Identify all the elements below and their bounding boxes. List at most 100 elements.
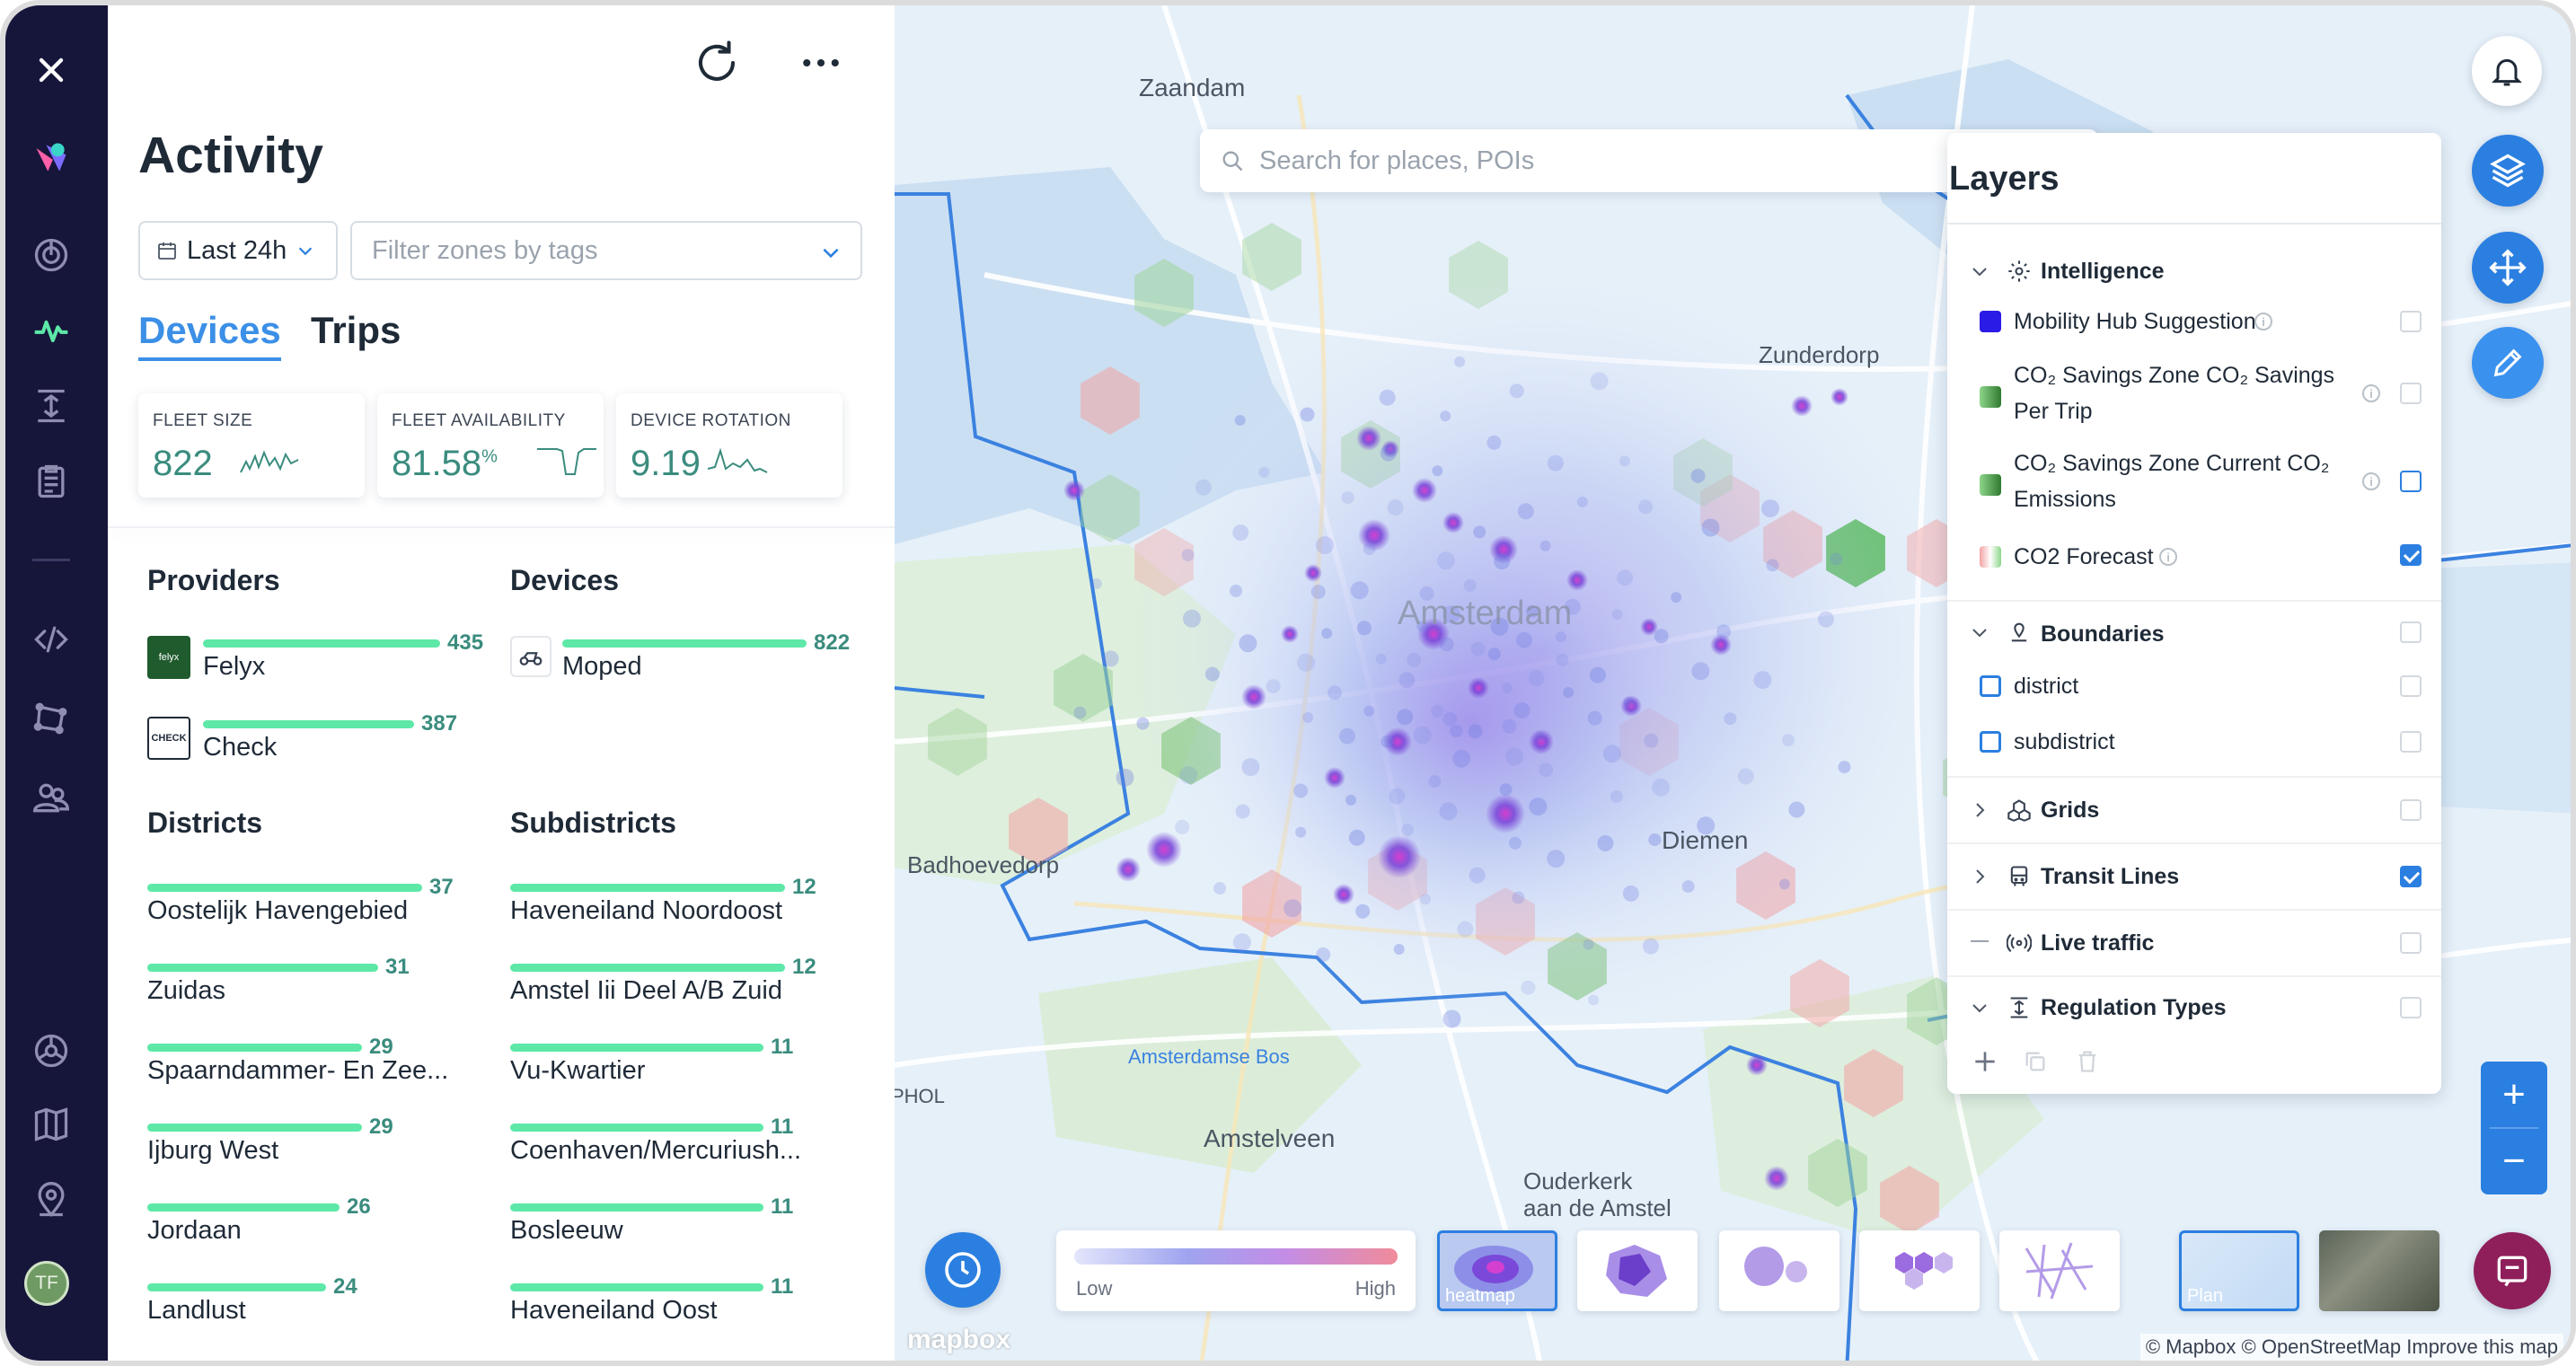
info-icon[interactable]: i [2159,548,2177,566]
forecast-hexagon[interactable] [1808,1139,1867,1207]
avatar[interactable]: TF [24,1261,69,1306]
distribute-icon[interactable] [30,384,73,427]
code-icon[interactable] [30,618,73,661]
list-item-label[interactable]: Amstel Iii Deel A/B Zuid [510,976,782,1005]
list-item-label[interactable]: Oostelijk Havengebied [147,896,409,925]
more-options-icon[interactable] [794,36,848,90]
list-item-label[interactable]: Moped [562,652,642,681]
layer-group-regulation-types[interactable]: Regulation Types [2041,995,2227,1020]
layer-checkbox[interactable] [2400,471,2422,492]
notifications-button[interactable] [2472,36,2542,106]
forecast-hexagon[interactable] [1054,654,1113,722]
map-attribution[interactable]: © Mapbox © OpenStreetMap Improve this ma… [2139,1334,2563,1361]
chat-button[interactable] [2474,1232,2551,1309]
chevron-down-icon[interactable] [1969,997,1990,1018]
layer-district[interactable]: district [2014,674,2079,699]
chevron-right-icon[interactable] [1969,866,1990,887]
info-icon[interactable]: i [2362,384,2380,402]
layer-checkbox[interactable] [2400,383,2422,404]
list-item-label[interactable]: Check [203,733,278,762]
zoom-in-button[interactable]: + [2502,1072,2526,1116]
layer-checkbox-checked[interactable] [2400,866,2422,887]
forecast-hexagon[interactable] [1009,798,1068,866]
basemap-plan[interactable]: Plan [2179,1230,2299,1311]
users-icon[interactable] [30,776,73,819]
view-mode-lines[interactable] [1999,1230,2120,1311]
list-item-label[interactable]: Spaarndammer- En Zee... [147,1056,449,1085]
layer-checkbox[interactable] [2400,731,2422,753]
list-item-label[interactable]: Landlust [147,1296,246,1325]
settings-icon[interactable] [30,1029,73,1072]
list-item-label[interactable]: Zuidas [147,976,226,1005]
forecast-hexagon[interactable] [928,708,987,776]
close-icon[interactable] [30,48,73,92]
view-mode-zones[interactable] [1577,1230,1698,1311]
list-item-label[interactable]: Haveneiland Noordoost [510,896,783,925]
chevron-down-icon[interactable] [1969,621,1990,643]
gauge-icon[interactable] [30,234,73,277]
tag-filter-select[interactable]: Filter zones by tags [350,221,862,280]
layer-group-grids[interactable]: Grids [2041,798,2100,823]
layer-co2-per-trip-label-1[interactable]: CO₂ Savings Zone CO₂ Savings [2014,363,2335,388]
layer-co2-current-label-1[interactable]: CO₂ Savings Zone Current CO₂ [2014,451,2330,476]
move-button[interactable] [2472,232,2544,304]
basemap-satellite[interactable] [2319,1230,2439,1311]
date-range-select[interactable]: Last 24h [138,221,338,280]
chevron-down-icon[interactable] [1969,260,1990,282]
layer-checkbox[interactable] [2400,799,2422,821]
add-layer-icon[interactable] [1971,1047,1999,1076]
layer-co2-forecast[interactable]: CO2 Forecast [2014,544,2154,569]
layer-group-boundaries[interactable]: Boundaries [2041,621,2165,647]
view-mode-hexagons[interactable] [1859,1230,1980,1311]
forecast-hexagon[interactable] [1790,959,1849,1027]
layer-checkbox[interactable] [2400,621,2422,643]
layer-checkbox-checked[interactable] [2400,544,2422,566]
clipboard-icon[interactable] [30,460,73,503]
layer-checkbox[interactable] [2400,997,2422,1018]
list-item-label[interactable]: Haveneiland Oost [510,1296,718,1325]
layer-checkbox[interactable] [2400,932,2422,954]
info-icon[interactable]: i [2254,313,2272,330]
book-icon[interactable] [30,1103,73,1146]
trash-icon[interactable] [2075,1049,2100,1074]
layer-subdistrict[interactable]: subdistrict [2014,729,2115,754]
info-icon[interactable]: i [2362,472,2380,490]
list-item-label[interactable]: Ijburg West [147,1136,279,1165]
legend-low-label: Low [1076,1277,1113,1300]
view-mode-bubbles[interactable] [1719,1230,1839,1311]
tab-devices[interactable]: Devices [138,309,281,361]
layer-checkbox[interactable] [2400,311,2422,332]
list-item-label[interactable]: Bosleeuw [510,1216,623,1245]
forecast-hexagon[interactable] [1242,223,1301,291]
layer-group-transit-lines[interactable]: Transit Lines [2041,864,2180,889]
edit-button[interactable] [2472,327,2544,399]
kpi-value: 9.19 [631,444,701,483]
map-view[interactable]: Zaandam Zunderdorp Amsterdam Badhoevedor… [895,5,2571,1361]
forecast-hexagon[interactable] [1081,366,1140,435]
list-item-label[interactable]: Coenhaven/Mercuriush... [510,1136,801,1165]
time-playback-button[interactable] [925,1232,1001,1308]
forecast-hexagon[interactable] [1134,259,1194,327]
zoom-out-button[interactable]: − [2502,1139,2526,1183]
list-item-label[interactable]: Jordaan [147,1216,242,1245]
chevron-right-icon[interactable] [1969,799,1990,821]
polygon-icon[interactable] [30,697,73,740]
layer-checkbox[interactable] [2400,675,2422,697]
forecast-hexagon[interactable] [1844,1049,1903,1117]
forecast-hexagon[interactable] [1081,474,1140,542]
copy-icon[interactable] [2023,1049,2048,1074]
refresh-icon[interactable] [690,36,744,90]
activity-icon[interactable] [30,309,73,352]
brand-logo[interactable] [30,137,73,180]
view-mode-heatmap[interactable]: heatmap [1437,1230,1557,1311]
forecast-hexagon[interactable] [1880,1166,1939,1234]
layer-mobility-hub[interactable]: Mobility Hub Suggestion [2014,309,2256,334]
layer-group-live-traffic[interactable]: Live traffic [2041,930,2155,956]
mapbox-logo[interactable]: mapbox [907,1325,1011,1354]
tab-trips[interactable]: Trips [311,309,401,351]
layer-group-intelligence[interactable]: Intelligence [2041,259,2165,284]
list-item-label[interactable]: Vu-Kwartier [510,1056,646,1085]
layers-button[interactable] [2472,135,2544,207]
list-item-label[interactable]: Felyx [203,652,266,681]
location-pin-icon[interactable] [30,1178,73,1221]
